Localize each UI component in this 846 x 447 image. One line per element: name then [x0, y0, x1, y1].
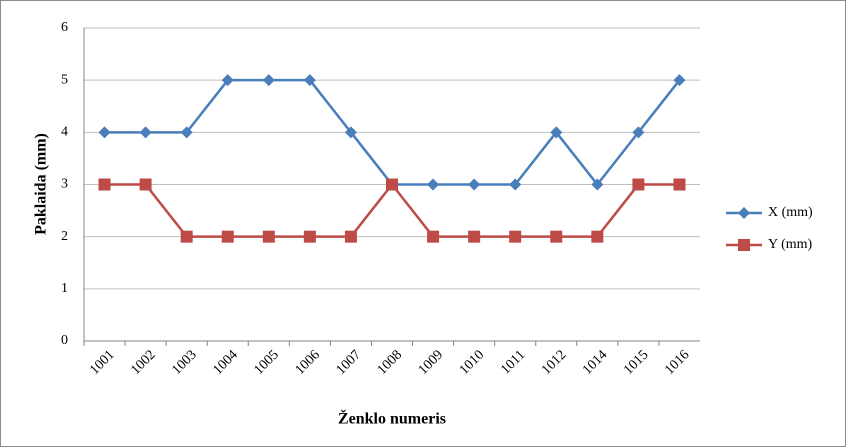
point: [221, 230, 234, 243]
point: [550, 230, 563, 243]
point: [591, 178, 604, 191]
point: [303, 74, 316, 87]
y-tick-label: 0: [61, 333, 68, 348]
y-tick-label: 6: [61, 20, 68, 35]
legend-label: Y (mm): [768, 237, 813, 252]
point: [468, 230, 481, 243]
y-tick-label: 2: [61, 229, 68, 244]
point: [303, 230, 316, 243]
point: [738, 239, 750, 251]
point: [427, 178, 440, 191]
point: [427, 230, 440, 243]
point: [509, 230, 522, 243]
y-tick-label: 4: [61, 125, 68, 140]
point: [468, 178, 481, 191]
point: [262, 74, 275, 87]
point: [98, 126, 111, 139]
point: [509, 178, 522, 191]
point: [673, 178, 686, 191]
point: [386, 178, 398, 191]
point: [139, 126, 152, 139]
point: [344, 230, 357, 243]
point: [180, 230, 193, 243]
point: [139, 178, 152, 191]
point: [98, 178, 111, 191]
point: [221, 74, 234, 87]
y-tick-label: 3: [61, 177, 68, 192]
point: [632, 126, 645, 139]
point: [632, 178, 645, 191]
x-axis-label: Ženklo numeris: [338, 409, 446, 428]
point: [180, 126, 193, 139]
legend-label: X (mm): [768, 205, 813, 220]
point: [673, 74, 686, 87]
point: [738, 207, 750, 219]
point: [344, 126, 357, 139]
y-tick-label: 1: [61, 281, 68, 296]
y-axis-label: Paklaida (mm): [33, 133, 50, 235]
point: [591, 230, 604, 243]
y-tick-label: 5: [61, 72, 68, 87]
point: [262, 230, 275, 243]
point: [550, 126, 563, 139]
